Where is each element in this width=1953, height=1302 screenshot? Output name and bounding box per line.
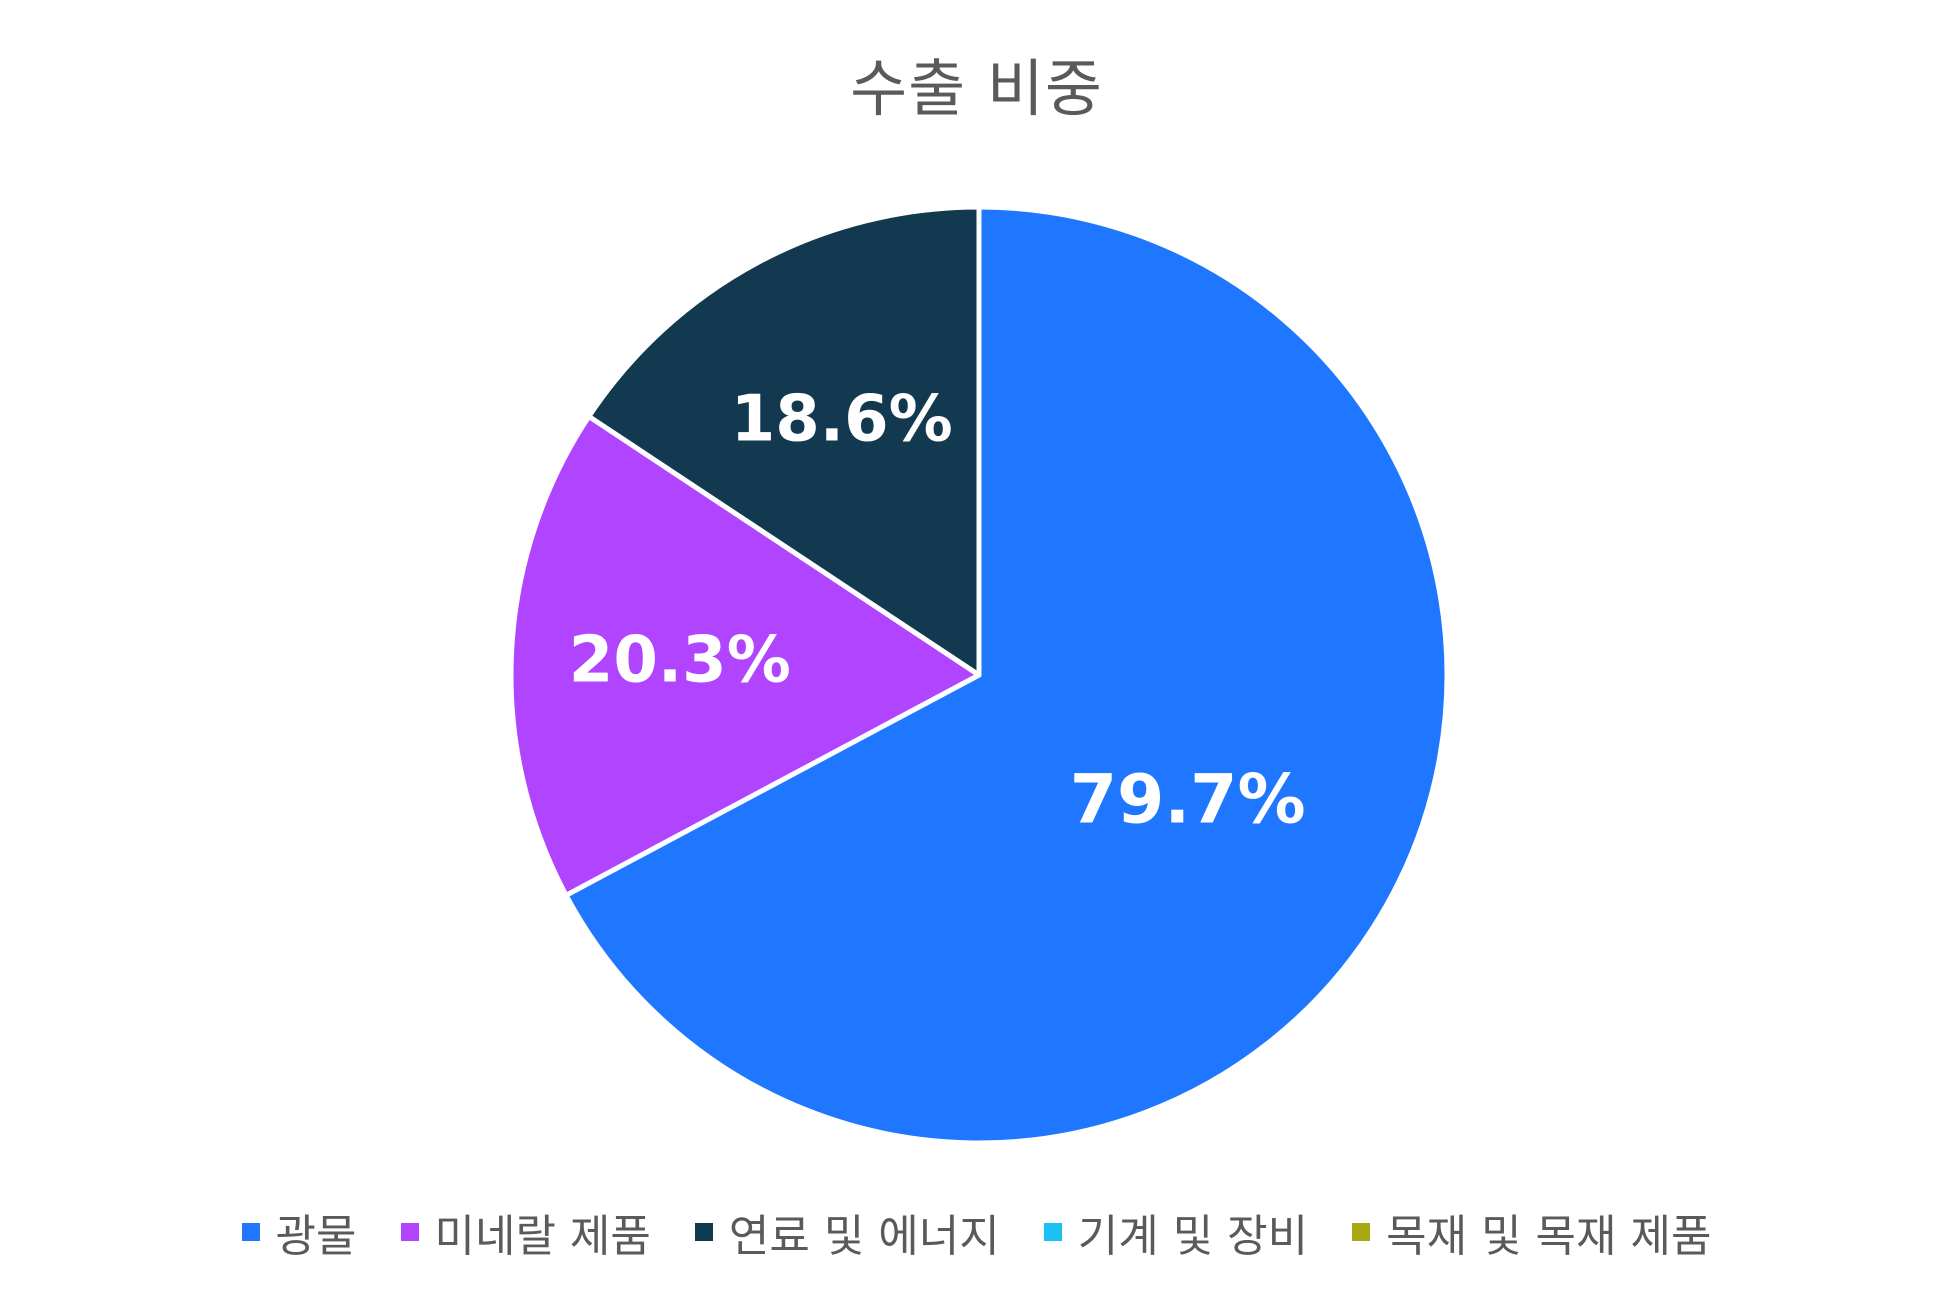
pie-slice-fuel-energy: [586, 204, 982, 678]
pie-slices: [508, 204, 1450, 1146]
chart-legend: 광물 미네랄 제품 연료 및 에너지 기계 및 장비 목재 및 목재 제품: [0, 1200, 1953, 1264]
legend-item-mineral-products: 미네랄 제품: [400, 1200, 651, 1264]
data-label-minerals: 79.7%: [1070, 761, 1306, 840]
legend-swatch: [694, 1223, 713, 1241]
legend-label: 기계 및 장비: [1077, 1211, 1309, 1262]
legend-swatch: [400, 1223, 419, 1241]
data-label-mineral-products: 20.3%: [569, 624, 791, 698]
chart-title: 수출 비중: [850, 52, 1103, 125]
legend-item-machinery: 기계 및 장비: [1043, 1200, 1309, 1264]
pie-slice-mineral-products: [508, 413, 982, 898]
legend-item-minerals: 광물: [241, 1200, 357, 1264]
pie-slice-labels: 79.7% 20.3% 18.6%: [569, 382, 1306, 839]
pie-slice-minerals: [563, 204, 1450, 1146]
legend-swatch: [1043, 1223, 1062, 1241]
legend-label: 미네랄 제품: [434, 1211, 651, 1262]
legend-label: 광물: [275, 1211, 357, 1262]
data-label-fuel-energy: 18.6%: [731, 382, 953, 456]
legend-label: 목재 및 목재 제품: [1386, 1211, 1712, 1262]
legend-swatch: [1352, 1223, 1371, 1241]
legend-item-fuel-energy: 연료 및 에너지: [694, 1200, 1000, 1264]
legend-swatch: [241, 1223, 260, 1241]
legend-label: 연료 및 에너지: [728, 1211, 1000, 1262]
legend-item-wood: 목재 및 목재 제품: [1352, 1200, 1711, 1264]
